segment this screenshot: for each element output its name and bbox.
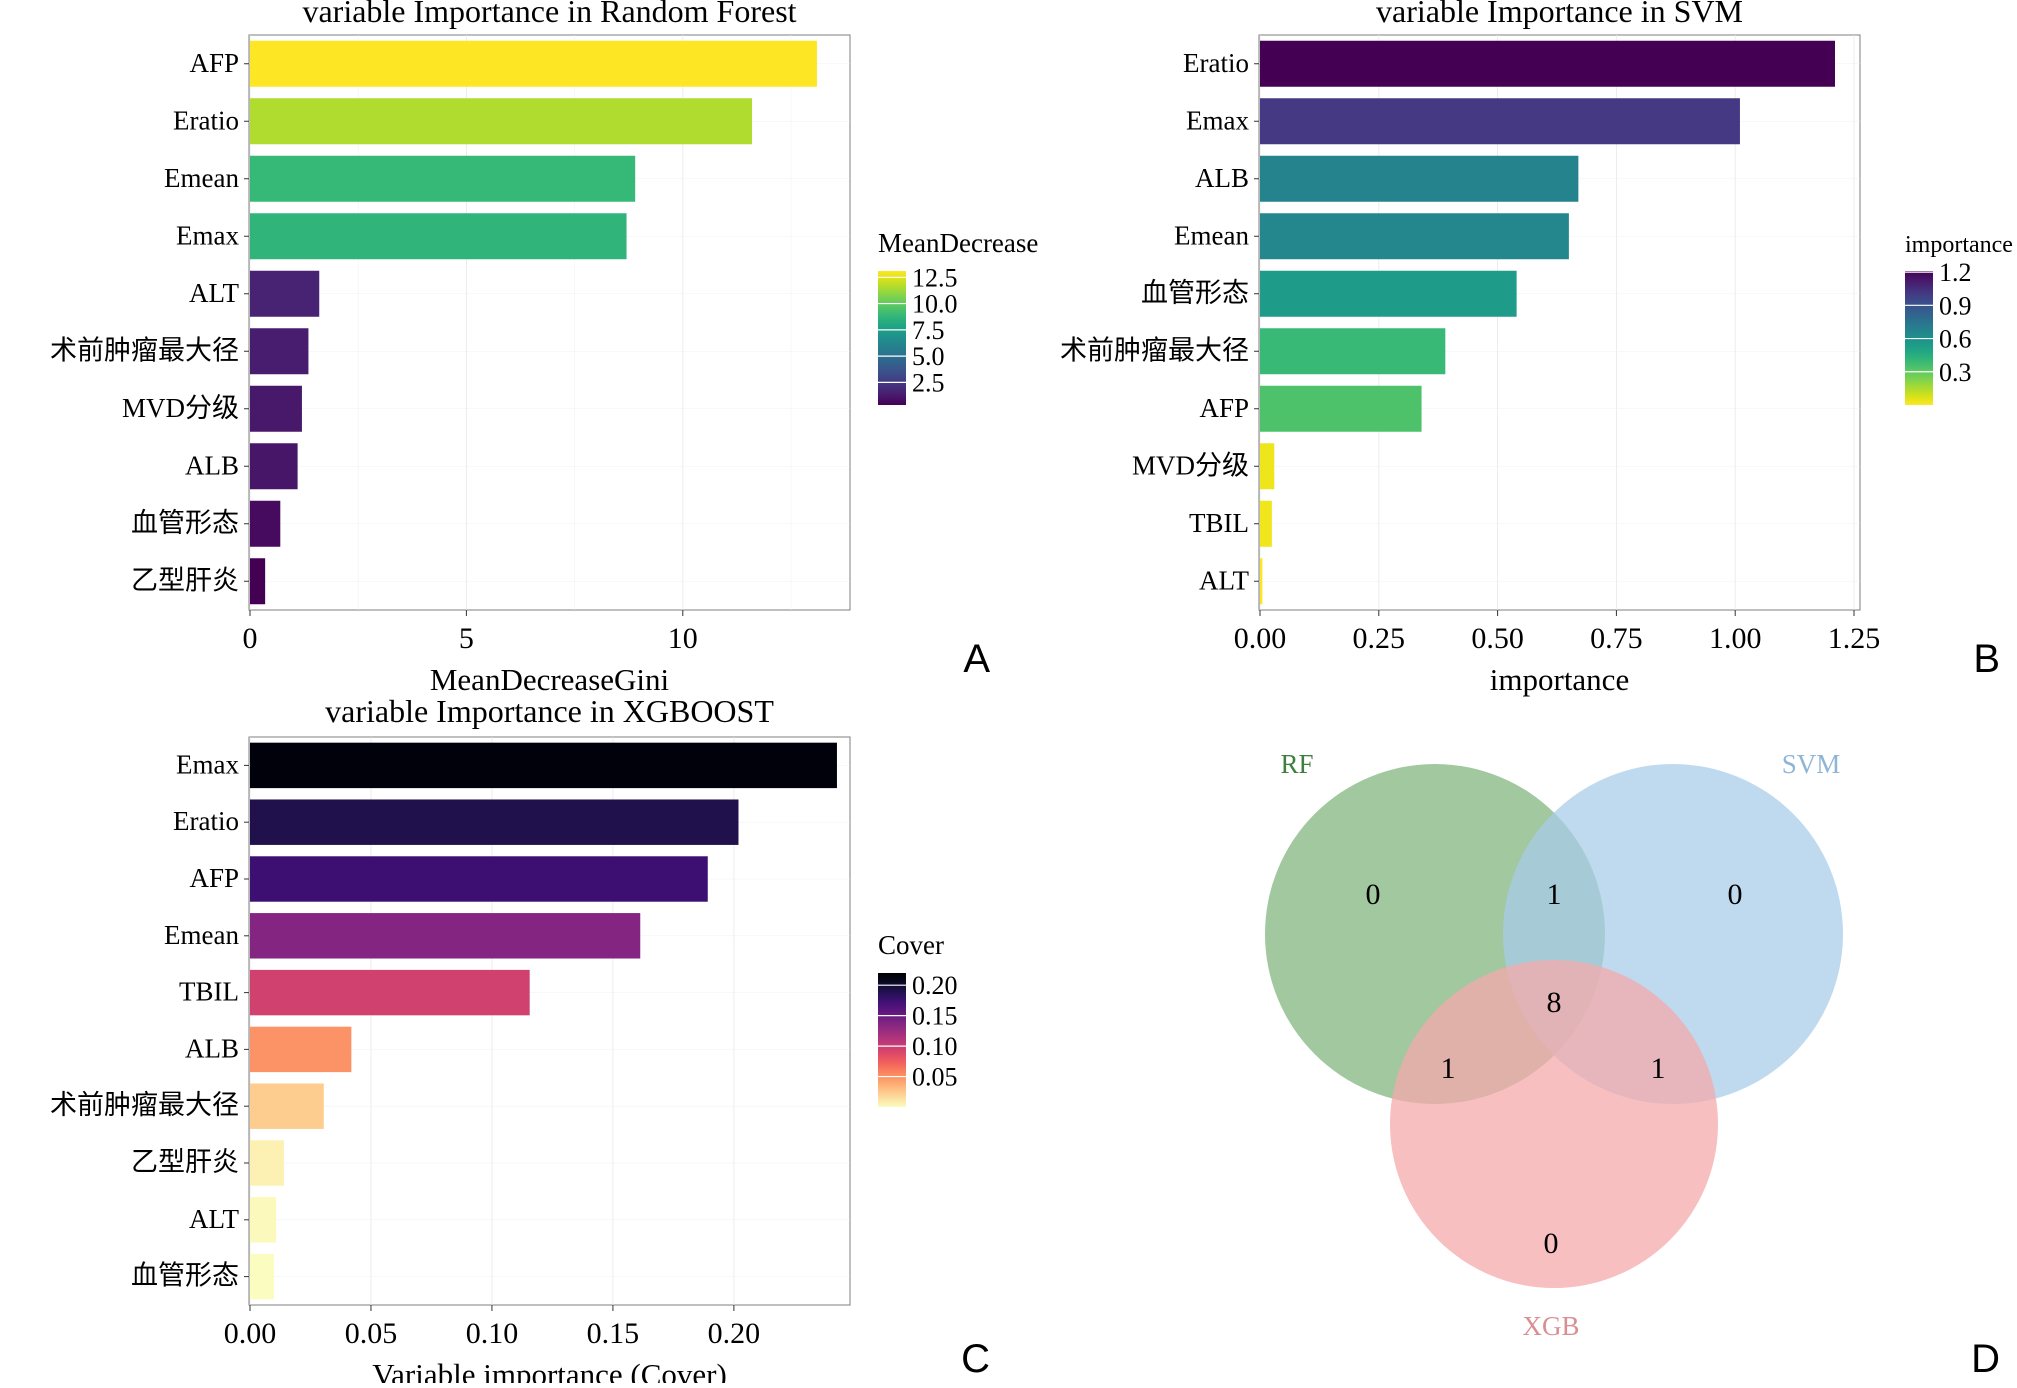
svg-text:1.00: 1.00 <box>1709 622 1762 655</box>
svg-text:5.0: 5.0 <box>912 342 945 371</box>
svg-text:1.2: 1.2 <box>1939 258 1972 287</box>
svg-text:Eratio: Eratio <box>1183 48 1249 78</box>
svg-text:TBIL: TBIL <box>1189 508 1249 538</box>
svg-text:12.5: 12.5 <box>912 263 958 292</box>
svg-text:10.0: 10.0 <box>912 290 958 319</box>
svg-text:Cover: Cover <box>878 930 944 960</box>
svg-text:TBIL: TBIL <box>179 977 239 1007</box>
svg-text:Emean: Emean <box>164 163 239 193</box>
svg-text:RF: RF <box>1280 749 1313 779</box>
svg-text:乙型肝炎: 乙型肝炎 <box>131 1147 239 1177</box>
svg-text:0.6: 0.6 <box>1939 325 1972 354</box>
svg-text:ALT: ALT <box>1199 565 1250 595</box>
svg-text:1: 1 <box>1441 1052 1456 1085</box>
svg-text:10: 10 <box>668 622 698 655</box>
svg-text:Emean: Emean <box>164 920 239 950</box>
svg-text:0.05: 0.05 <box>345 1317 398 1350</box>
svg-text:C: C <box>961 1337 990 1381</box>
svg-text:0.00: 0.00 <box>1234 622 1287 655</box>
svg-text:1: 1 <box>1547 878 1562 911</box>
svg-text:0.20: 0.20 <box>708 1317 761 1350</box>
svg-text:7.5: 7.5 <box>912 316 945 345</box>
svg-text:0.15: 0.15 <box>587 1317 640 1350</box>
svg-text:MeanDecreaseGini: MeanDecreaseGini <box>430 662 670 697</box>
svg-text:血管形态: 血管形态 <box>131 508 239 538</box>
svg-text:Emax: Emax <box>176 749 239 779</box>
svg-text:0.3: 0.3 <box>1939 358 1972 387</box>
svg-text:importance: importance <box>1490 662 1629 697</box>
svg-text:0.15: 0.15 <box>912 1002 958 1031</box>
svg-text:XGB: XGB <box>1522 1311 1579 1341</box>
svg-text:AFP: AFP <box>1199 393 1249 423</box>
svg-text:variable Importance in SVM: variable Importance in SVM <box>1376 0 1743 29</box>
svg-text:0.00: 0.00 <box>224 1317 277 1350</box>
svg-text:A: A <box>963 637 990 681</box>
svg-text:MeanDecrease: MeanDecrease <box>878 228 1038 258</box>
svg-text:ALB: ALB <box>185 450 239 480</box>
svg-text:Variable importance (Cover): Variable importance (Cover) <box>372 1357 727 1383</box>
svg-text:5: 5 <box>459 622 474 655</box>
svg-text:术前肿瘤最大径: 术前肿瘤最大径 <box>50 1090 239 1120</box>
svg-text:0.05: 0.05 <box>912 1063 958 1092</box>
svg-text:0.10: 0.10 <box>912 1032 958 1061</box>
svg-text:0: 0 <box>1366 878 1381 911</box>
svg-text:0.20: 0.20 <box>912 971 958 1000</box>
svg-text:variable Importance in Random: variable Importance in Random Forest <box>302 0 796 29</box>
svg-text:术前肿瘤最大径: 术前肿瘤最大径 <box>1060 335 1249 365</box>
svg-text:术前肿瘤最大径: 术前肿瘤最大径 <box>50 335 239 365</box>
svg-text:0.50: 0.50 <box>1471 622 1524 655</box>
svg-text:1.25: 1.25 <box>1828 622 1881 655</box>
svg-text:ALT: ALT <box>189 278 240 308</box>
svg-text:SVM: SVM <box>1782 749 1841 779</box>
svg-text:Emean: Emean <box>1174 220 1249 250</box>
svg-text:Eratio: Eratio <box>173 105 239 135</box>
svg-text:0.9: 0.9 <box>1939 291 1972 320</box>
svg-text:Emax: Emax <box>176 220 239 250</box>
svg-text:0: 0 <box>243 622 258 655</box>
svg-text:血管形态: 血管形态 <box>1141 278 1249 308</box>
svg-text:ALT: ALT <box>189 1204 240 1234</box>
svg-text:ALB: ALB <box>185 1033 239 1063</box>
svg-text:乙型肝炎: 乙型肝炎 <box>131 565 239 595</box>
svg-text:D: D <box>1971 1337 2000 1381</box>
svg-text:2.5: 2.5 <box>912 368 945 397</box>
svg-text:variable Importance in XGBOOST: variable Importance in XGBOOST <box>325 693 774 729</box>
svg-text:0.10: 0.10 <box>466 1317 519 1350</box>
svg-text:Emax: Emax <box>1186 105 1249 135</box>
svg-text:B: B <box>1973 637 2000 681</box>
svg-text:血管形态: 血管形态 <box>131 1261 239 1291</box>
svg-text:AFP: AFP <box>189 863 239 893</box>
svg-text:0.25: 0.25 <box>1353 622 1406 655</box>
svg-text:8: 8 <box>1547 986 1562 1019</box>
svg-text:importance: importance <box>1905 232 2013 258</box>
svg-text:MVD分级: MVD分级 <box>1132 450 1249 480</box>
svg-text:1: 1 <box>1651 1052 1666 1085</box>
svg-text:Eratio: Eratio <box>173 806 239 836</box>
svg-text:0.75: 0.75 <box>1590 622 1643 655</box>
svg-text:0: 0 <box>1544 1227 1559 1260</box>
svg-text:0: 0 <box>1728 878 1743 911</box>
svg-text:AFP: AFP <box>189 48 239 78</box>
svg-text:MVD分级: MVD分级 <box>122 393 239 423</box>
svg-text:ALB: ALB <box>1195 163 1249 193</box>
